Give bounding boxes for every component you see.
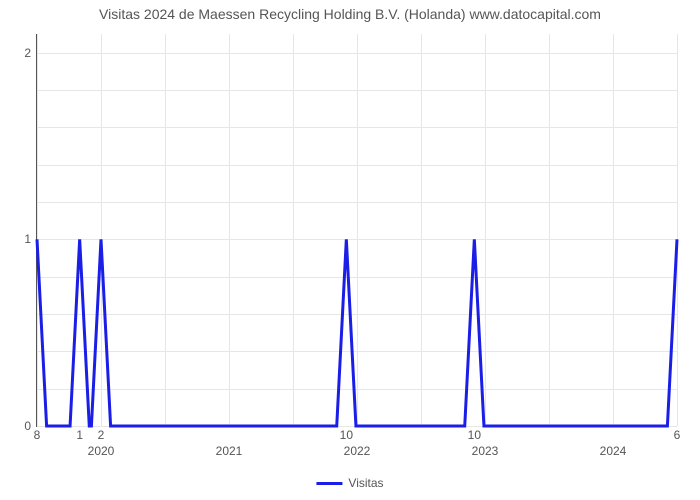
visits-chart: Visitas 2024 de Maessen Recycling Holdin…	[0, 0, 700, 500]
series-line	[37, 34, 677, 426]
spike-value-label: 6	[674, 426, 681, 442]
y-axis-tick-label: 1	[24, 232, 37, 246]
x-axis-year-label: 2021	[216, 426, 243, 458]
chart-title: Visitas 2024 de Maessen Recycling Holdin…	[0, 6, 700, 22]
plot-area: 0122020202120222023202481210106	[36, 34, 677, 427]
legend-swatch	[316, 482, 342, 485]
spike-value-label: 2	[98, 426, 105, 442]
spike-value-label: 1	[76, 426, 83, 442]
spike-value-label: 10	[340, 426, 353, 442]
chart-legend: Visitas	[316, 476, 383, 490]
x-axis-year-label: 2024	[600, 426, 627, 458]
y-axis-tick-label: 2	[24, 46, 37, 60]
gridline-vertical	[677, 34, 678, 426]
legend-label: Visitas	[348, 476, 383, 490]
spike-value-label: 8	[34, 426, 41, 442]
spike-value-label: 10	[468, 426, 481, 442]
